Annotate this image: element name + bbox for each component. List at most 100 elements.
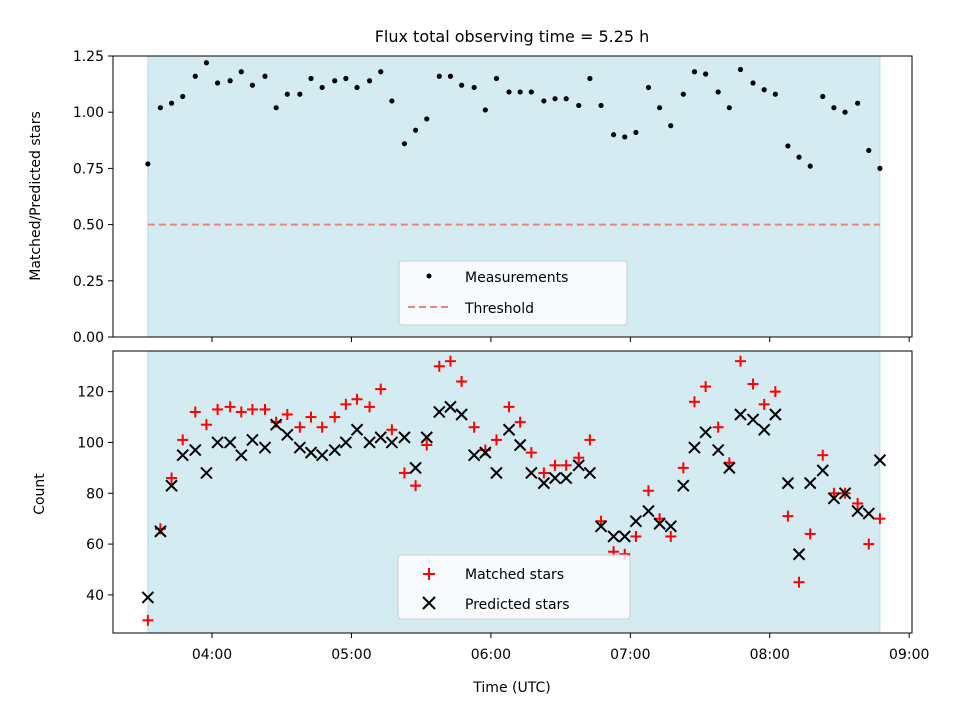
measurement-point bbox=[401, 141, 408, 147]
predicted-star-point bbox=[281, 428, 294, 442]
predicted-star-point bbox=[455, 408, 468, 421]
matched-star-point bbox=[177, 434, 189, 446]
legend-predicted-label: Predicted stars bbox=[465, 597, 570, 613]
matched-star-point bbox=[573, 452, 585, 464]
ratio-y-tick-label: 0.50 bbox=[73, 218, 104, 234]
predicted-star-point bbox=[769, 408, 782, 421]
predicted-star-point bbox=[479, 446, 492, 459]
matched-star-point bbox=[560, 459, 572, 471]
legend-threshold-label: Threshold bbox=[464, 301, 534, 317]
predicted-star-point bbox=[537, 476, 551, 490]
matched-star-point bbox=[514, 416, 526, 428]
matched-star-point bbox=[246, 403, 258, 415]
count-x-tick-label: 07:00 bbox=[610, 647, 650, 663]
measurement-point bbox=[796, 154, 802, 160]
predicted-star-point bbox=[629, 515, 643, 528]
measurement-point bbox=[576, 102, 582, 109]
measurement-point bbox=[168, 100, 175, 106]
predicted-star-point bbox=[688, 441, 701, 454]
ratio-y-axis-label: Matched/Predicted stars bbox=[28, 111, 44, 281]
measurement-points bbox=[145, 60, 883, 171]
count-y-tick-label: 100 bbox=[77, 435, 104, 451]
predicted-star-point bbox=[653, 517, 666, 530]
predicted-star-point bbox=[804, 476, 817, 490]
matched-star-point bbox=[398, 467, 410, 479]
matched-star-point bbox=[305, 411, 317, 423]
measurement-point bbox=[332, 78, 338, 84]
measurement-point bbox=[877, 165, 883, 171]
legend-matched-label: Matched stars bbox=[465, 567, 564, 583]
matched-star-point bbox=[654, 513, 666, 525]
measurement-point bbox=[633, 129, 639, 136]
matched-star-point bbox=[200, 419, 212, 431]
measurement-point bbox=[157, 105, 164, 111]
matched-star-point bbox=[665, 530, 677, 542]
matched-star-point bbox=[490, 434, 502, 446]
predicted-star-point bbox=[525, 466, 538, 480]
measurement-point bbox=[482, 107, 488, 113]
measurement-point bbox=[214, 80, 221, 86]
predicted-star-point bbox=[258, 441, 272, 454]
legend-matched-marker bbox=[423, 568, 435, 580]
predicted-star-point bbox=[385, 436, 399, 449]
measurement-point bbox=[354, 84, 360, 91]
measurement-point bbox=[541, 98, 547, 104]
ratio-panel-frame bbox=[112, 55, 913, 338]
measurement-point bbox=[668, 123, 674, 129]
ratio-y-axis: 0.00 0.25 0.50 0.75 1.00 1.25 bbox=[73, 49, 113, 346]
measurement-point bbox=[528, 89, 534, 95]
predicted-star-point bbox=[420, 431, 433, 444]
count-legend-box bbox=[397, 554, 631, 620]
predicted-star-point bbox=[781, 476, 795, 490]
ratio-x-axis bbox=[211, 337, 910, 342]
count-x-tick-label: 06:00 bbox=[471, 647, 511, 663]
predicted-star-point bbox=[154, 525, 167, 538]
measurement-point bbox=[459, 82, 465, 88]
predicted-star-point bbox=[734, 408, 747, 421]
matched-star-point bbox=[364, 401, 376, 413]
ratio-y-tick-label: 0.75 bbox=[73, 161, 104, 177]
count-y-tick-label: 80 bbox=[86, 486, 104, 502]
matched-star-point bbox=[224, 401, 236, 413]
count-y-axis: 40 60 80 100 120 bbox=[77, 385, 113, 604]
measurement-point bbox=[238, 69, 244, 75]
chart-title: Flux total observing time = 5.25 h bbox=[375, 27, 650, 46]
matched-star-point bbox=[421, 439, 433, 451]
matched-star-point bbox=[630, 530, 642, 542]
matched-star-point bbox=[444, 355, 456, 367]
matched-star-point bbox=[468, 421, 480, 433]
predicted-star-point bbox=[664, 520, 677, 533]
predicted-star-point bbox=[862, 507, 875, 520]
measurement-point bbox=[447, 73, 454, 79]
matched-star-point bbox=[166, 472, 178, 484]
matched-star-point bbox=[235, 406, 247, 418]
measurement-point bbox=[598, 102, 604, 109]
predicted-star-point bbox=[363, 436, 376, 449]
predicted-star-point bbox=[304, 446, 318, 459]
matched-star-point bbox=[700, 381, 712, 393]
predicted-star-point bbox=[176, 448, 189, 462]
measurement-point bbox=[249, 82, 256, 88]
predicted-star-point bbox=[607, 530, 620, 543]
predicted-star-point bbox=[200, 466, 213, 480]
matched-star-point bbox=[340, 398, 352, 410]
matched-star-point bbox=[712, 421, 724, 433]
matched-star-point bbox=[758, 398, 770, 410]
matched-star-point bbox=[747, 378, 759, 390]
matched-star-point bbox=[538, 467, 550, 479]
measurement-point bbox=[284, 91, 290, 97]
matched-star-point bbox=[723, 457, 735, 469]
predicted-star-point bbox=[328, 443, 341, 457]
measurement-point bbox=[378, 69, 384, 75]
matched-star-point bbox=[793, 576, 805, 588]
measurement-point bbox=[761, 87, 767, 93]
predicted-star-point bbox=[594, 520, 608, 533]
count-legend: Matched stars Predicted stars bbox=[397, 554, 631, 620]
legend-measurements-marker bbox=[426, 273, 432, 279]
matched-star-point bbox=[642, 485, 654, 497]
predicted-star-point bbox=[642, 504, 655, 518]
count-y-tick-label: 40 bbox=[86, 588, 104, 604]
predicted-star-point bbox=[792, 548, 806, 561]
measurement-point bbox=[227, 78, 233, 84]
predicted-star-point bbox=[827, 492, 841, 505]
